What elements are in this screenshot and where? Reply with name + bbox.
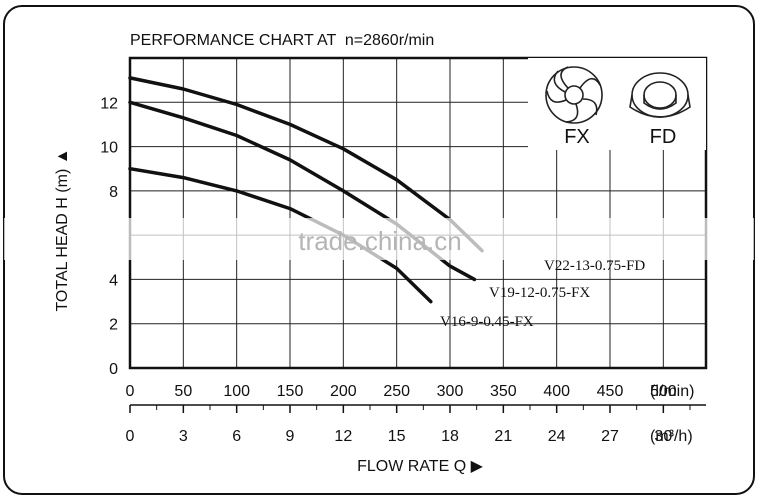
x-unit-lmin: (l/min) (650, 383, 694, 400)
plot-border (128, 56, 708, 370)
chart-title: PERFORMANCE CHART AT n=2860r/min (130, 32, 434, 49)
series-label-v19: V19-12-0.75-FX (489, 285, 590, 301)
x-tick-label-m3h: 18 (441, 428, 459, 445)
x-tick-label-m3h: 21 (494, 428, 512, 445)
series-curve-0 (128, 76, 484, 253)
x-tick-label-m3h: 12 (334, 428, 352, 445)
x-tick-label-m3h: 6 (232, 428, 241, 445)
x-tick-label-m3h: 24 (548, 428, 566, 445)
x-tick-label-m3h: 3 (179, 428, 188, 445)
x-tick-label-lmin: 0 (126, 383, 135, 400)
y-tick-label: 8 (109, 184, 118, 201)
x-tick-label-lmin: 200 (330, 383, 357, 400)
y-tick-label: 2 (109, 317, 118, 334)
x-tick-label-lmin: 100 (223, 383, 250, 400)
x-tick-labels-lmin: 0 50 100 150 200 250 300 350 400 450 500 (126, 383, 691, 413)
x-tick-label-lmin: 150 (277, 383, 304, 400)
fd-impeller-icon (629, 72, 691, 118)
series-curve-2 (128, 166, 433, 304)
y-tick-label: 10 (100, 140, 118, 157)
series-label-v22: V22-13-0.75-FD (544, 258, 645, 274)
fx-impeller-icon (545, 66, 603, 124)
y-axis-title: TOTAL HEAD H (m) ▲ (54, 148, 71, 311)
x-tick-label-lmin: 350 (490, 383, 517, 400)
x-tick-label-m3h: 15 (388, 428, 406, 445)
inset-label-fx: FX (564, 126, 590, 148)
x-tick-label-lmin: 500 (650, 383, 677, 400)
x-axis-title: FLOW RATE Q ▶ (357, 458, 483, 475)
inset-label-fd: FD (650, 126, 677, 148)
x-tick-label-lmin: 250 (383, 383, 410, 400)
y-tick-label: 0 (109, 361, 118, 378)
x-tick-label-m3h: 9 (286, 428, 295, 445)
x-tick-label-m3h: 30 (654, 428, 672, 445)
y-tick-label: 12 (100, 95, 118, 112)
x-unit-m3h: (m³/h) (650, 428, 693, 445)
impeller-inset: FX FD (528, 58, 706, 150)
x-tick-label-lmin: 300 (437, 383, 464, 400)
y-tick-labels: 0 2 4 8 10 12 (100, 95, 118, 378)
x-tick-label-lmin: 50 (174, 383, 192, 400)
watermark-band (4, 218, 754, 260)
x-tick-label-m3h: 0 (126, 428, 135, 445)
x-tick-label-m3h: 27 (601, 428, 619, 445)
watermark-text: trade.china.cn (298, 226, 461, 256)
x-tick-label-lmin: 400 (543, 383, 570, 400)
series-label-v16: V16-9-0.45-FX (440, 314, 534, 330)
y-tick-label: 4 (109, 272, 118, 289)
x-tick-label-lmin: 450 (597, 383, 624, 400)
x-tick-labels-m3h: 0 3 6 9 12 15 18 21 24 27 30 (126, 428, 673, 445)
